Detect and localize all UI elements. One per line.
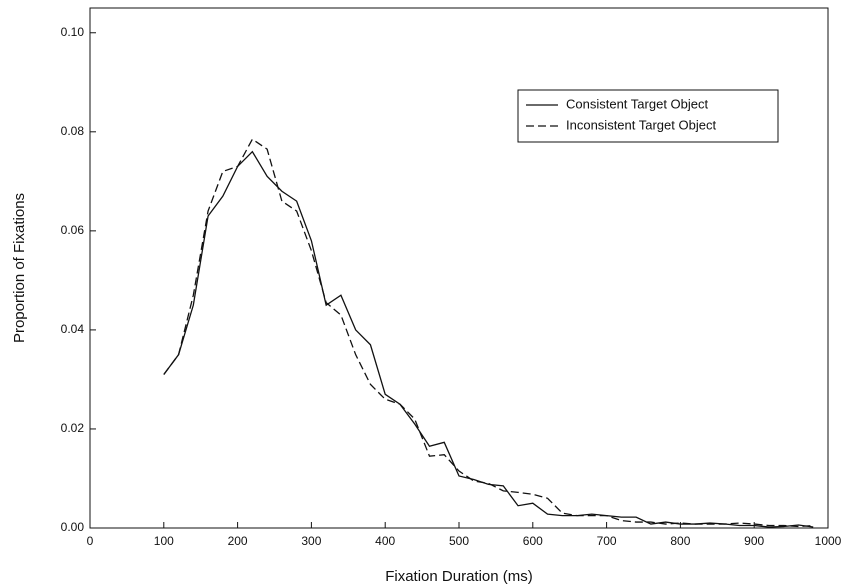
- x-tick-label: 400: [375, 534, 395, 548]
- x-tick-label: 300: [301, 534, 321, 548]
- x-tick-label: 100: [154, 534, 174, 548]
- legend-box: [517, 89, 779, 143]
- y-tick-label: 0.08: [61, 124, 85, 138]
- x-tick-label: 0: [87, 534, 94, 548]
- y-tick-label: 0.06: [61, 223, 85, 237]
- y-tick-label: 0.04: [61, 322, 85, 336]
- y-tick-label: 0.00: [61, 520, 85, 534]
- x-tick-label: 800: [670, 534, 690, 548]
- series-line: [163, 138, 814, 528]
- x-axis-title: Fixation Duration (ms): [385, 568, 533, 585]
- x-tick-label: 500: [449, 534, 469, 548]
- legend-label: Inconsistent Target Object: [566, 117, 716, 132]
- legend-label: Consistent Target Object: [566, 96, 708, 111]
- plot-frame: [89, 7, 829, 529]
- x-tick-label: 700: [597, 534, 617, 548]
- y-tick-label: 0.02: [61, 421, 85, 435]
- x-tick-label: 1000: [815, 534, 842, 548]
- x-tick-label: 600: [523, 534, 543, 548]
- series-line: [163, 150, 814, 528]
- y-tick-label: 0.10: [61, 25, 85, 39]
- x-tick-label: 200: [228, 534, 248, 548]
- x-tick-label: 900: [744, 534, 764, 548]
- y-axis-title: Proportion of Fixations: [11, 193, 28, 343]
